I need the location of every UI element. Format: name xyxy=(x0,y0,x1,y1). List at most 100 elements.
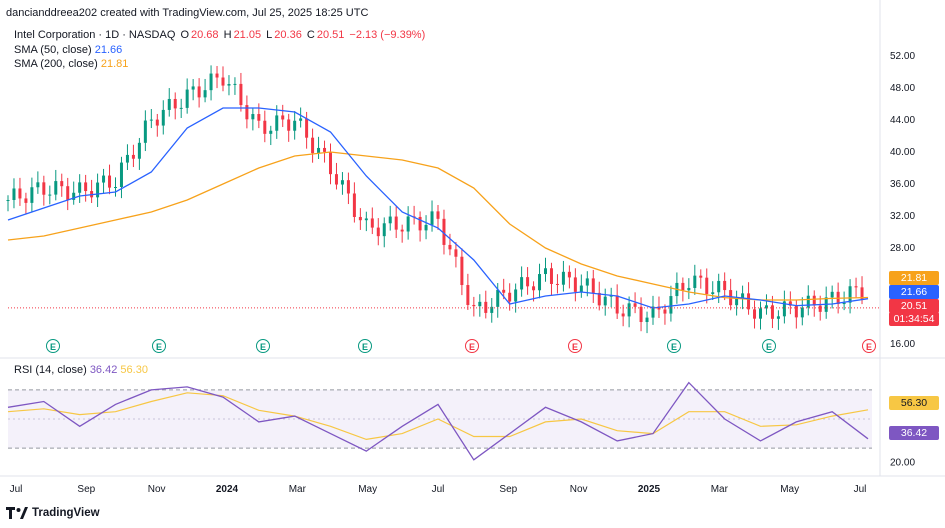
price-badge: 20.51 xyxy=(889,299,939,313)
rsi-ma-badge: 56.30 xyxy=(889,396,939,410)
candle-body xyxy=(502,289,506,293)
earnings-marker-icon[interactable]: E xyxy=(862,339,876,353)
rsi-line xyxy=(7,381,869,461)
candle-body xyxy=(788,301,792,306)
candle-body xyxy=(621,313,625,317)
candle-body xyxy=(460,256,464,286)
candle-body xyxy=(484,301,488,313)
candle-body xyxy=(317,147,321,154)
candle-body xyxy=(723,280,727,291)
symbol-label[interactable]: Intel Corporation · 1D · NASDAQ xyxy=(14,29,176,41)
candle-body xyxy=(693,275,697,288)
candle-body xyxy=(36,182,40,188)
sma50-value: 21.66 xyxy=(94,44,123,56)
candle-body xyxy=(603,296,607,306)
candle-body xyxy=(364,218,368,221)
earnings-marker-icon[interactable]: E xyxy=(46,339,60,353)
sma200-label: SMA (200, close) xyxy=(14,58,98,70)
earnings-marker-icon[interactable]: E xyxy=(762,339,776,353)
rsi-label: RSI (14, close) xyxy=(14,364,87,376)
candle-body xyxy=(478,301,482,307)
candle-body xyxy=(12,188,16,200)
candle-body xyxy=(687,287,691,291)
candle-body xyxy=(179,107,183,109)
low-label: L xyxy=(266,29,273,41)
candle-body xyxy=(114,186,117,188)
sma50-legend[interactable]: SMA (50, close) 21.66 xyxy=(14,44,122,56)
time-tick-label: Nov xyxy=(148,484,166,495)
candle-body xyxy=(854,286,858,288)
candle-body xyxy=(699,275,703,278)
time-tick-label: Mar xyxy=(711,484,729,495)
candle-body xyxy=(281,115,285,120)
earnings-marker-icon[interactable]: E xyxy=(152,339,166,353)
candle-body xyxy=(830,291,834,298)
candle-body xyxy=(108,175,112,188)
time-tick-label: Sep xyxy=(499,484,517,495)
candle-body xyxy=(131,154,135,159)
candle-body xyxy=(269,130,273,134)
candle-body xyxy=(394,216,398,230)
candle-body xyxy=(263,120,267,134)
earnings-marker-icon[interactable]: E xyxy=(465,339,479,353)
close-label: C xyxy=(306,29,315,41)
rsi-tick-label: 20.00 xyxy=(890,458,915,469)
candle-body xyxy=(30,187,34,203)
time-tick-label: May xyxy=(780,484,799,495)
candle-body xyxy=(567,271,571,278)
candle-body xyxy=(544,268,547,275)
candle-body xyxy=(125,154,129,163)
price-tick-label: 52.00 xyxy=(890,51,915,62)
candle-body xyxy=(532,286,536,291)
candle-body xyxy=(496,289,500,307)
candle-body xyxy=(48,194,52,196)
candle-body xyxy=(60,181,64,187)
candle-body xyxy=(173,98,177,109)
candle-body xyxy=(119,162,123,187)
sma200-badge: 21.81 xyxy=(889,271,939,285)
earnings-marker-icon[interactable]: E xyxy=(256,339,270,353)
candle-body xyxy=(143,120,147,143)
price-tick-label: 40.00 xyxy=(890,147,915,158)
time-tick-label: 2025 xyxy=(638,484,661,495)
time-tick-label: May xyxy=(358,484,377,495)
footer-brand[interactable]: TradingView xyxy=(6,507,100,519)
time-tick-label: Nov xyxy=(570,484,588,495)
candle-body xyxy=(549,268,553,284)
candle-body xyxy=(741,293,745,299)
candle-body xyxy=(561,271,565,285)
candle-body xyxy=(221,77,225,86)
sma200-line xyxy=(7,151,869,301)
candle-body xyxy=(370,218,374,228)
price-tick-label: 28.00 xyxy=(890,243,915,254)
candle-body xyxy=(382,223,386,237)
candle-body xyxy=(633,303,637,307)
price-tick-label: 16.00 xyxy=(890,339,915,350)
price-tick-label: 32.00 xyxy=(890,211,915,222)
candle-body xyxy=(711,292,715,294)
candle-body xyxy=(430,211,434,225)
candle-body xyxy=(334,174,338,185)
rsi-legend[interactable]: RSI (14, close) 36.42 56.30 xyxy=(14,364,148,376)
earnings-marker-icon[interactable]: E xyxy=(358,339,372,353)
candle-body xyxy=(448,244,452,250)
open-value: 20.68 xyxy=(191,29,219,41)
candle-body xyxy=(161,109,165,126)
candle-body xyxy=(812,295,816,306)
candle-body xyxy=(759,308,762,319)
earnings-marker-icon[interactable]: E xyxy=(667,339,681,353)
candle-body xyxy=(639,306,643,323)
candle-body xyxy=(6,200,10,201)
candle-body xyxy=(818,305,822,312)
sma200-legend[interactable]: SMA (200, close) 21.81 xyxy=(14,58,128,70)
candle-body xyxy=(78,182,82,193)
candle-body xyxy=(514,289,518,302)
candle-body xyxy=(645,317,649,323)
candle-body xyxy=(84,182,88,192)
attribution-text: dancianddreea202 created with TradingVie… xyxy=(6,7,369,19)
earnings-marker-icon[interactable]: E xyxy=(568,339,582,353)
candle-body xyxy=(442,218,446,245)
candle-body xyxy=(609,295,613,297)
candle-body xyxy=(848,286,852,303)
